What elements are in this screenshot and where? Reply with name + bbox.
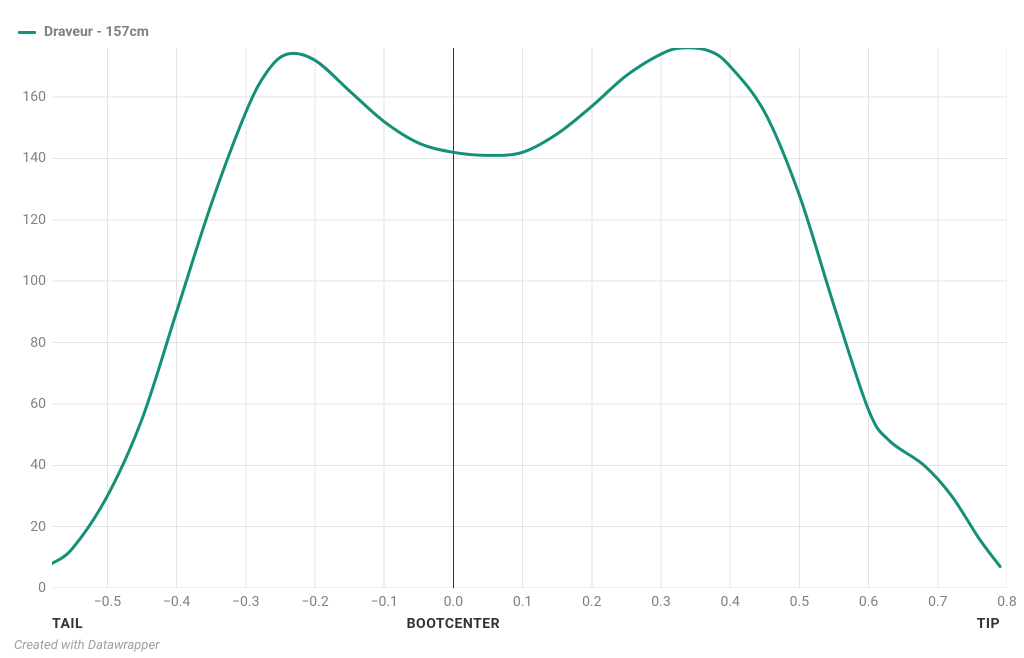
y-tick-label: 40 — [10, 457, 46, 473]
credit-text: Created with Datawrapper — [14, 638, 159, 653]
axis-label-tip: TIP — [977, 616, 1000, 632]
y-tick-label: 80 — [10, 335, 46, 351]
x-tick-label: −0.5 — [94, 594, 121, 610]
x-tick-label: 0.4 — [720, 594, 739, 610]
y-tick-label: 120 — [10, 212, 46, 228]
x-tick-label: −0.2 — [301, 594, 328, 610]
x-tick-label: 0.2 — [582, 594, 601, 610]
y-tick-label: 140 — [10, 150, 46, 166]
x-tick-label: −0.4 — [163, 594, 190, 610]
y-tick-label: 60 — [10, 396, 46, 412]
x-tick-label: 0.0 — [444, 594, 463, 610]
series-line — [52, 48, 1000, 567]
chart-container: { "legend": { "series_label": "Draveur -… — [0, 0, 1024, 658]
plot-area — [52, 48, 1007, 588]
x-tick-label: 0.3 — [651, 594, 670, 610]
x-tick-label: 0.8 — [997, 594, 1016, 610]
x-tick-label: −0.1 — [370, 594, 397, 610]
x-tick-label: 0.1 — [513, 594, 532, 610]
y-tick-label: 160 — [10, 89, 46, 105]
axis-label-tail: TAIL — [52, 616, 83, 632]
legend: Draveur - 157cm — [18, 24, 149, 40]
chart-svg — [52, 48, 1007, 588]
x-tick-label: 0.6 — [859, 594, 878, 610]
legend-series-label: Draveur - 157cm — [44, 24, 149, 40]
legend-swatch — [18, 31, 36, 34]
y-tick-label: 20 — [10, 519, 46, 535]
x-tick-label: 0.7 — [928, 594, 947, 610]
x-tick-label: 0.5 — [790, 594, 809, 610]
x-tick-label: −0.3 — [232, 594, 259, 610]
y-tick-label: 100 — [10, 273, 46, 289]
axis-label-bootcenter: BOOTCENTER — [407, 616, 501, 632]
y-tick-label: 0 — [10, 580, 46, 596]
